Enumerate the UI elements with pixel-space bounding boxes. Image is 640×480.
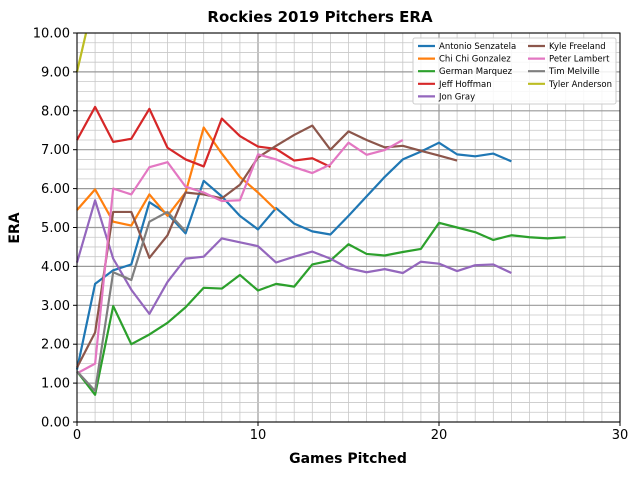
series-line-antonio-senzatela xyxy=(75,141,512,370)
chart-title: Rockies 2019 Pitchers ERA xyxy=(207,8,433,26)
series-line-jon-gray xyxy=(75,199,512,315)
x-axis-label: Games Pitched xyxy=(289,451,407,467)
legend-label: Peter Lambert xyxy=(549,55,610,65)
y-tick-label: 8.00 xyxy=(41,104,70,119)
legend-label: Jeff Hoffman xyxy=(438,80,492,90)
ticks: 0 10 20 30 0.00 1.00 2.00 3.00 4.00 5.00 6.00 7.00 8… xyxy=(33,27,628,444)
series-line-tyler-anderson xyxy=(75,32,88,73)
legend-label: Chi Chi Gonzalez xyxy=(439,55,511,65)
legend-label: Tim Melville xyxy=(548,67,600,77)
x-tick-label: 10 xyxy=(250,428,267,443)
series-group xyxy=(75,32,566,396)
series-line-jeff-hoffman xyxy=(76,105,331,168)
legend-label: Jon Gray xyxy=(438,92,475,102)
y-tick-label: 5.00 xyxy=(41,221,70,236)
y-tick-label: 9.00 xyxy=(41,65,70,80)
y-tick-label: 1.00 xyxy=(41,377,70,392)
legend-box xyxy=(412,37,617,105)
series-line-german-marquez xyxy=(76,221,566,396)
y-tick-label: 6.00 xyxy=(41,182,70,197)
legend-label: German Marquez xyxy=(439,67,513,77)
series-line-tim-melville xyxy=(76,210,187,392)
x-tick-label: 0 xyxy=(73,428,81,443)
x-tick-label: 30 xyxy=(612,428,629,443)
y-tick-label: 2.00 xyxy=(41,338,70,353)
legend: Antonio Senzatela Chi Chi Gonzalez German … xyxy=(412,37,617,105)
legend-label: Kyle Freeland xyxy=(549,42,606,52)
y-tick-label: 7.00 xyxy=(41,143,70,158)
legend-label: Tyler Anderson xyxy=(548,80,612,90)
y-tick-label: 4.00 xyxy=(41,260,70,275)
series-line-kyle-freeland xyxy=(76,124,458,369)
y-tick-label: 0.00 xyxy=(41,416,70,431)
y-axis-label: ERA xyxy=(7,212,23,243)
x-tick-label: 20 xyxy=(431,428,448,443)
y-tick-label: 3.00 xyxy=(41,299,70,314)
series-line-peter-lambert xyxy=(76,139,404,375)
legend-label: Antonio Senzatela xyxy=(439,42,516,52)
y-tick-label: 10.00 xyxy=(33,27,70,42)
